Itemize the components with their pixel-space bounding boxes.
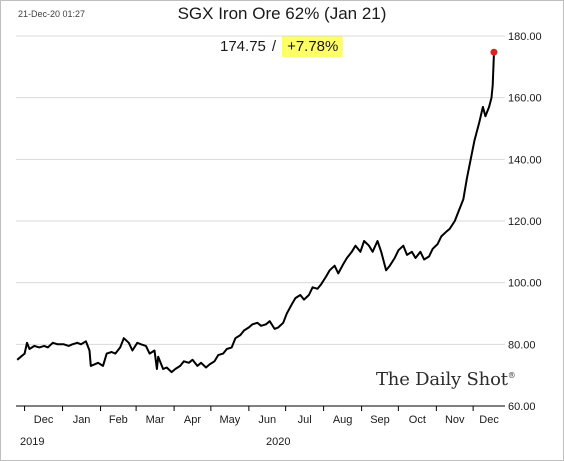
- year-labels: 2019 2020: [20, 436, 290, 448]
- logo-text: The Daily Shot: [376, 369, 508, 390]
- series-line: [16, 52, 495, 374]
- y-tick-label: 160.00: [508, 93, 542, 105]
- x-tick-label: Feb: [109, 414, 128, 426]
- x-tick-label: Sep: [370, 414, 390, 426]
- x-tick-label: Dec: [479, 414, 499, 426]
- y-axis-ticks: 60.00 80.00 100.00 120.00 140.00 160.00 180.00: [508, 31, 542, 413]
- x-tick-label: Jan: [73, 414, 91, 426]
- y-tick-label: 100.00: [508, 278, 542, 290]
- logo-mark: ®: [507, 371, 516, 380]
- y-tick-label: 140.00: [508, 154, 542, 166]
- x-tick-label: Oct: [409, 414, 426, 426]
- x-tick-label: Apr: [184, 414, 201, 426]
- year-label: 2019: [20, 436, 44, 448]
- y-tick-label: 120.00: [508, 216, 542, 228]
- x-tick-label: Nov: [445, 414, 465, 426]
- x-tick-label: Dec: [34, 414, 54, 426]
- y-tick-label: 60.00: [508, 401, 536, 413]
- grid-lines: [16, 35, 505, 345]
- year-label: 2020: [266, 436, 290, 448]
- x-tick-label: Mar: [146, 414, 165, 426]
- chart-title: SGX Iron Ore 62% (Jan 21): [177, 4, 387, 23]
- price-summary: 174.75 / +7.78%: [220, 34, 344, 58]
- y-tick-label: 180.00: [508, 31, 542, 43]
- daily-shot-logo: The Daily Shot®: [376, 369, 516, 390]
- change-badge: +7.78%: [282, 35, 344, 57]
- separator: /: [271, 37, 277, 55]
- y-tick-label: 80.00: [508, 339, 536, 351]
- x-tick-label: Jun: [258, 414, 276, 426]
- x-axis-ticks: Dec Jan Feb Mar Apr May Jun Jul Aug Sep Oct Nov Dec: [24, 406, 499, 426]
- x-tick-label: Aug: [333, 414, 353, 426]
- last-price: 174.75: [220, 37, 266, 55]
- x-tick-label: May: [219, 414, 240, 426]
- timestamp: 21-Dec-20 01:27: [18, 9, 86, 19]
- x-tick-label: Jul: [298, 414, 312, 426]
- last-point-marker: [490, 48, 498, 56]
